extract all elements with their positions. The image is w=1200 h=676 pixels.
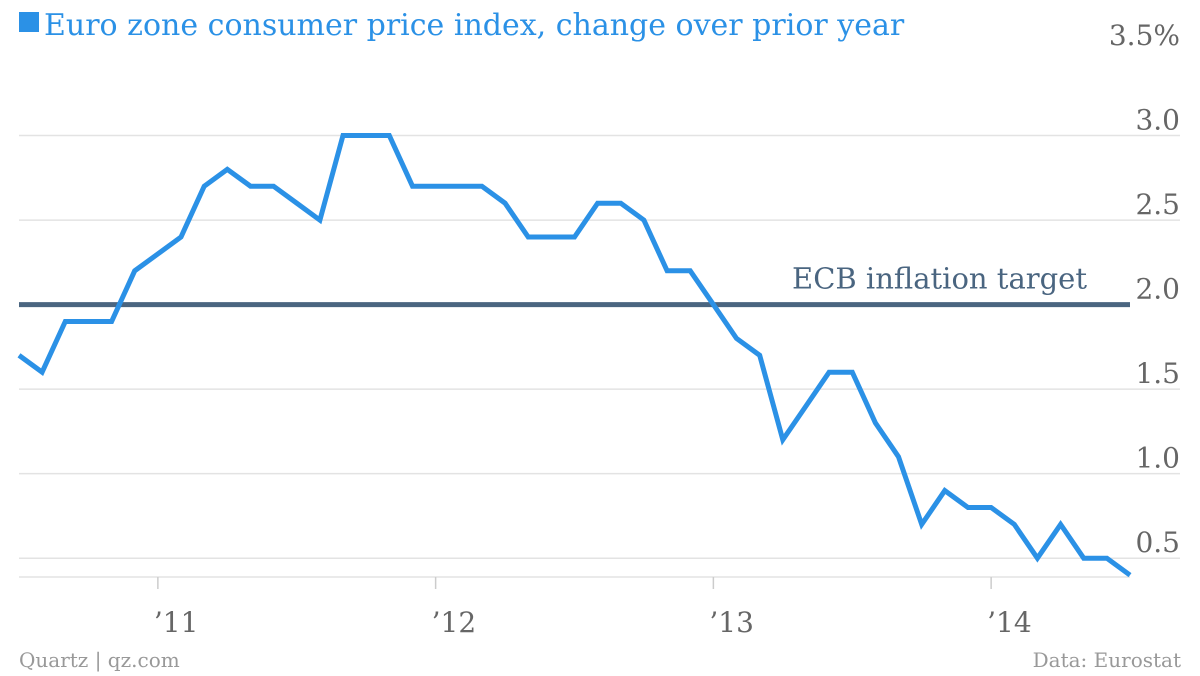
series-line: [17, 133, 1132, 578]
x-tick-label: ’12: [432, 606, 477, 639]
series-legend-marker: [19, 12, 39, 32]
x-tick-label: ’14: [987, 606, 1032, 639]
source-right: Data: Eurostat: [1033, 648, 1181, 672]
y-tick-label: 0.5: [1135, 526, 1180, 559]
y-axis-ticks: 3.5% 3.0 2.5 2.0 1.5 1.0 0.5: [1109, 19, 1180, 559]
y-tick-label: 2.5: [1135, 188, 1180, 221]
grid-lines: [19, 134, 1180, 559]
chart-title: Euro zone consumer price index, change o…: [44, 8, 905, 43]
source-left: Quartz | qz.com: [19, 648, 180, 673]
y-tick-label: 1.0: [1135, 442, 1180, 475]
series-group: [17, 133, 1132, 578]
x-tick-label: ’11: [154, 606, 199, 639]
reference-line-label: ECB inflation target: [792, 262, 1087, 296]
y-tick-label: 1.5: [1135, 357, 1180, 390]
y-tick-label: 2.0: [1135, 273, 1180, 306]
reference-line-group: ECB inflation target: [19, 262, 1130, 308]
x-tick-label: ’13: [709, 606, 754, 639]
y-tick-label: 3.5%: [1109, 19, 1180, 52]
x-axis-ticks: ’11 ’12 ’13 ’14: [19, 576, 1130, 639]
y-tick-label: 3.0: [1135, 104, 1180, 137]
